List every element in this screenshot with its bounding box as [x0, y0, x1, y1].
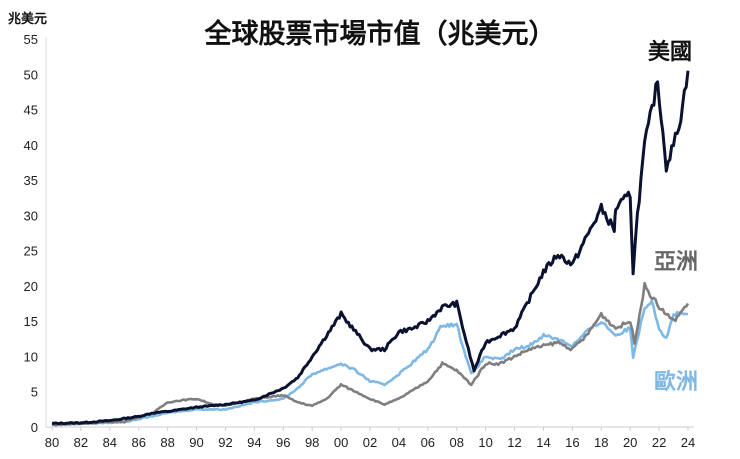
x-tick-label: 20 — [623, 435, 637, 450]
x-tick-label: 84 — [103, 435, 117, 450]
x-tick-label: 80 — [45, 435, 59, 450]
y-tick-label: 25 — [24, 244, 38, 259]
series-label-europe: 歐洲 — [654, 369, 699, 394]
y-tick-label: 50 — [24, 67, 38, 82]
series-label-asia: 亞洲 — [654, 249, 699, 274]
y-tick-label: 10 — [24, 349, 38, 364]
x-tick-label: 16 — [565, 435, 579, 450]
x-tick-label: 14 — [536, 435, 550, 450]
x-tick-label: 92 — [218, 435, 232, 450]
y-tick-label: 55 — [24, 32, 38, 47]
y-tick-label: 40 — [24, 138, 38, 153]
x-tick-label: 82 — [74, 435, 88, 450]
x-tick-label: 98 — [305, 435, 319, 450]
chart-title: 全球股票市場市值（兆美元） — [204, 19, 556, 49]
x-tick-label: 06 — [421, 435, 435, 450]
x-tick-label: 12 — [507, 435, 521, 450]
series-label-us: 美國 — [648, 39, 693, 64]
y-tick-label: 15 — [24, 314, 38, 329]
x-tick-label: 88 — [160, 435, 174, 450]
y-tick-label: 45 — [24, 103, 38, 118]
y-tick-label: 20 — [24, 279, 38, 294]
y-tick-label: 0 — [31, 420, 38, 435]
series-line-europe — [51, 299, 689, 427]
x-tick-label: 02 — [363, 435, 377, 450]
x-tick-label: 24 — [681, 435, 695, 450]
x-tick-label: 22 — [652, 435, 666, 450]
y-tick-label: 35 — [24, 173, 38, 188]
x-tick-label: 08 — [449, 435, 463, 450]
x-tick-label: 18 — [594, 435, 608, 450]
y-tick-label: 30 — [24, 208, 38, 223]
x-tick-label: 86 — [131, 435, 145, 450]
x-tick-label: 94 — [247, 435, 261, 450]
y-axis-unit-label: 兆美元 — [8, 11, 48, 26]
y-tick-label: 5 — [31, 385, 38, 400]
series-line-asia — [51, 281, 690, 427]
x-tick-label: 96 — [276, 435, 290, 450]
series-line-us — [51, 70, 690, 426]
x-tick-label: 04 — [392, 435, 406, 450]
x-tick-label: 00 — [334, 435, 348, 450]
x-tick-label: 10 — [478, 435, 492, 450]
x-tick-label: 90 — [189, 435, 203, 450]
